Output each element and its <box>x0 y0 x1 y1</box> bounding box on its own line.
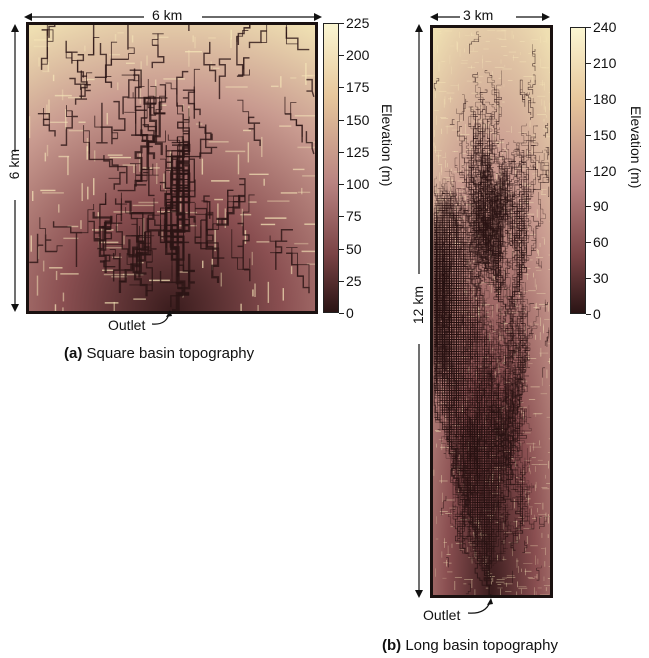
colorbar-b-tick-label: 210 <box>593 54 617 71</box>
colorbar-a-tick-label: 175 <box>346 79 370 96</box>
caption-a-letter: (a) <box>64 345 83 362</box>
colorbar-b-tick-mark <box>586 134 591 136</box>
elevation-colorbar-a <box>323 23 339 313</box>
colorbar-b-tick-mark <box>586 242 591 244</box>
colorbar-b-tick-mark <box>586 98 591 100</box>
outlet-arrow-a <box>151 310 172 325</box>
height-label-a: 6 km <box>6 149 22 180</box>
colorbar-a-tick-label: 100 <box>346 176 370 193</box>
colorbar-a-tick-mark <box>339 55 344 57</box>
colorbar-a-tick-label: 75 <box>346 208 362 225</box>
colorbar-ticks-b: 240 210 180 150 120 90 60 30 0 <box>586 19 626 322</box>
colorbar-a-tick-mark <box>339 280 344 282</box>
colorbar-a-tick-label: 200 <box>346 47 370 64</box>
colorbar-b-tick-label: 30 <box>593 270 609 287</box>
height-label-b: 12 km <box>410 286 426 325</box>
colorbar-a-tick-mark <box>339 248 344 250</box>
colorbar-title-b: Elevation (m) <box>628 106 644 189</box>
outlet-label-a: Outlet <box>108 317 146 333</box>
outlet-label-b: Outlet <box>423 607 461 623</box>
colorbar-a-tick-mark <box>339 119 344 121</box>
colorbar-a-tick-label: 225 <box>346 15 370 31</box>
width-dimension-arrow-b <box>430 13 550 21</box>
elevation-colorbar-b <box>570 27 586 314</box>
height-dimension-arrow-a <box>11 24 19 312</box>
colorbar-a-tick-mark <box>339 23 344 24</box>
width-label-a: 6 km <box>152 7 183 23</box>
colorbar-b-tick-label: 150 <box>593 126 617 143</box>
caption-a: (a) Square basin topography <box>64 345 254 362</box>
colorbar-a-tick-label: 25 <box>346 272 362 289</box>
caption-b-text: Long basin topography <box>401 637 558 654</box>
colorbar-b-tick-label: 120 <box>593 162 617 179</box>
long-basin-topography-map <box>430 25 553 598</box>
colorbar-a-tick-label: 0 <box>346 305 354 321</box>
colorbar-b-tick-mark <box>586 27 591 28</box>
caption-b: (b) Long basin topography <box>382 637 558 654</box>
colorbar-a-tick-mark <box>339 151 344 153</box>
caption-b-letter: (b) <box>382 637 402 654</box>
colorbar-b-tick-mark <box>586 62 591 64</box>
colorbar-a-tick-mark <box>339 313 344 314</box>
caption-a-text: Square basin topography <box>82 345 255 362</box>
colorbar-b-tick-label: 90 <box>593 198 609 215</box>
colorbar-a-tick-mark <box>339 216 344 218</box>
height-dimension-arrow-b <box>415 24 423 598</box>
colorbar-b-tick-mark <box>586 278 591 280</box>
colorbar-a-tick-label: 50 <box>346 240 362 257</box>
width-label-b: 3 km <box>463 7 494 23</box>
outlet-arrow-b <box>467 598 493 614</box>
colorbar-b-tick-label: 180 <box>593 90 617 107</box>
width-dimension-arrow-a <box>24 13 322 21</box>
colorbar-b-tick-mark <box>586 314 591 315</box>
colorbar-b-tick-mark <box>586 206 591 208</box>
colorbar-a-tick-mark <box>339 87 344 89</box>
square-basin-topography-map <box>26 22 318 314</box>
colorbar-a-tick-label: 150 <box>346 111 370 128</box>
colorbar-b-tick-label: 0 <box>593 306 601 322</box>
colorbar-ticks-a: 225 200 175 150 125 100 75 50 25 0 <box>339 15 379 321</box>
colorbar-title-a: Elevation (m) <box>379 104 395 187</box>
colorbar-b-tick-label: 240 <box>593 19 617 35</box>
colorbar-a-tick-mark <box>339 184 344 186</box>
colorbar-b-tick-mark <box>586 170 591 172</box>
colorbar-b-tick-label: 60 <box>593 234 609 251</box>
colorbar-a-tick-label: 125 <box>346 143 370 160</box>
